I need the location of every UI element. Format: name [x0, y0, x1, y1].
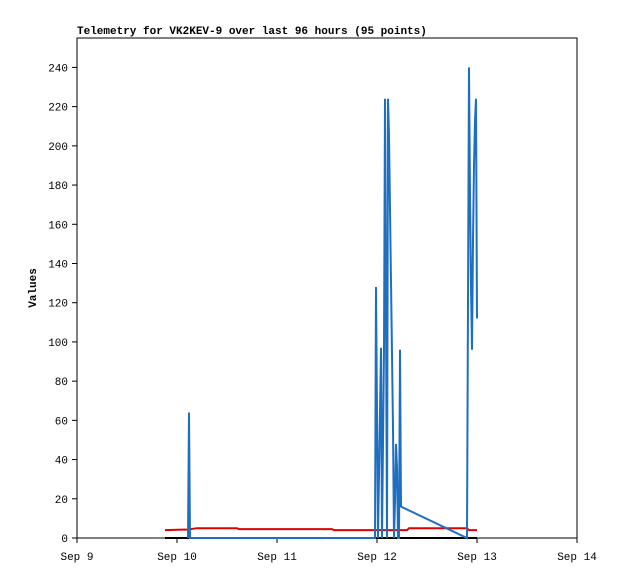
x-tick-label: Sep 10 — [157, 552, 197, 564]
y-tick-label: 220 — [48, 103, 68, 115]
y-tick-label: 140 — [48, 259, 68, 271]
y-tick-label: 180 — [48, 181, 68, 193]
x-tick-label: Sep 11 — [257, 552, 297, 564]
x-tick-label: Sep 13 — [457, 552, 497, 564]
chart-title: Telemetry for VK2KEV-9 over last 96 hour… — [77, 26, 427, 38]
x-tick-label: Sep 14 — [557, 552, 597, 564]
y-tick-label: 120 — [48, 299, 68, 311]
x-tick-label: Sep 12 — [357, 552, 397, 564]
x-tick-label: Sep 9 — [60, 552, 93, 564]
y-tick-label: 100 — [48, 338, 68, 350]
y-tick-label: 0 — [61, 534, 68, 546]
data-line — [187, 67, 478, 540]
y-tick-label: 40 — [55, 456, 68, 468]
y-axis-label: Values — [28, 268, 40, 308]
y-tick-label: 60 — [55, 416, 68, 428]
y-tick-label: 160 — [48, 220, 68, 232]
y-tick-label: 80 — [55, 377, 68, 389]
y-tick-label: 200 — [48, 142, 68, 154]
y-tick-label: 20 — [55, 495, 68, 507]
y-tick-label: 240 — [48, 63, 68, 75]
